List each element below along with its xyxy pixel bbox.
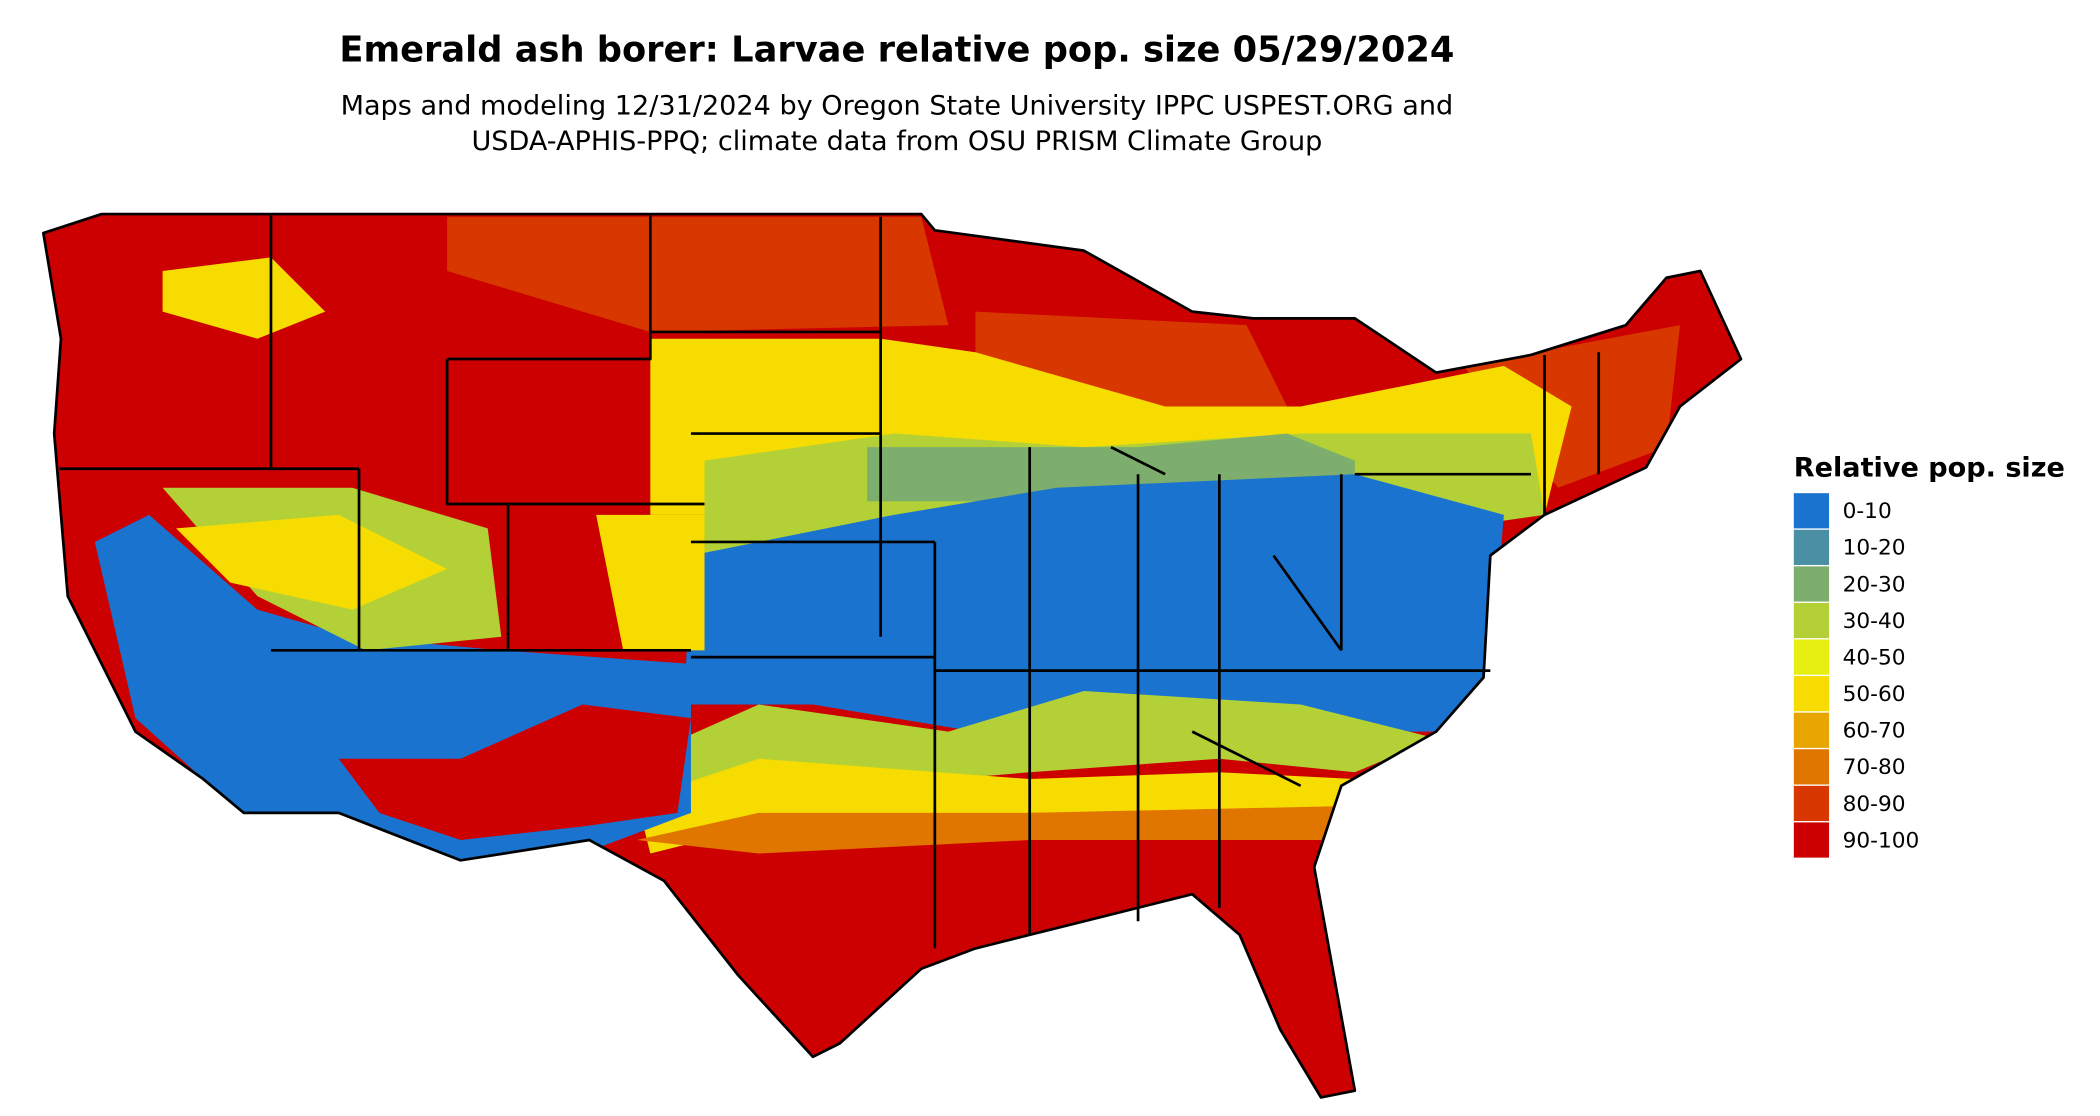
subtitle: Maps and modeling 12/31/2024 by Oregon S… <box>341 91 1454 122</box>
region <box>1463 325 1680 488</box>
region <box>447 216 949 332</box>
legend-label: 80-90 <box>1843 792 1906 817</box>
legend-swatch <box>1793 639 1830 675</box>
legend-title: Relative pop. size <box>1794 452 2065 483</box>
legend-label: 20-30 <box>1843 572 1906 597</box>
legend-label: 30-40 <box>1843 609 1906 634</box>
region <box>338 704 691 841</box>
legend-label: 40-50 <box>1843 645 1906 670</box>
legend-swatch <box>1793 712 1830 748</box>
legend-swatch <box>1793 676 1830 712</box>
subtitle: USDA-APHIS-PPQ; climate data from OSU PR… <box>471 126 1322 157</box>
legend-swatch <box>1793 493 1830 529</box>
region <box>636 806 1342 854</box>
region <box>684 474 1504 732</box>
region <box>636 758 1355 854</box>
legend-label: 10-20 <box>1843 536 1906 561</box>
legend-label: 50-60 <box>1843 682 1906 707</box>
state-borders <box>42 212 1743 1099</box>
region <box>162 257 326 339</box>
region <box>176 514 448 610</box>
legend-swatch <box>1793 749 1830 785</box>
country-outline <box>42 212 1743 1099</box>
legend-label: 90-100 <box>1843 828 1920 853</box>
state-lines <box>59 214 1601 949</box>
legend-swatch <box>1793 602 1830 639</box>
legend-swatch <box>1793 529 1830 565</box>
legend-label: 0-10 <box>1843 499 1892 524</box>
map-raster <box>43 214 1741 1098</box>
legend: Relative pop. size 0-10 10-20 20-30 30-40 40… <box>1793 452 2065 858</box>
legend-swatch <box>1793 785 1830 822</box>
legend-swatch <box>1793 822 1830 858</box>
legend-label: 60-70 <box>1843 719 1906 744</box>
map-title: Emerald ash borer: Larvae relative pop. … <box>339 29 1454 70</box>
legend-swatch <box>1793 566 1830 602</box>
legend-label: 70-80 <box>1843 755 1906 780</box>
region <box>596 514 705 651</box>
